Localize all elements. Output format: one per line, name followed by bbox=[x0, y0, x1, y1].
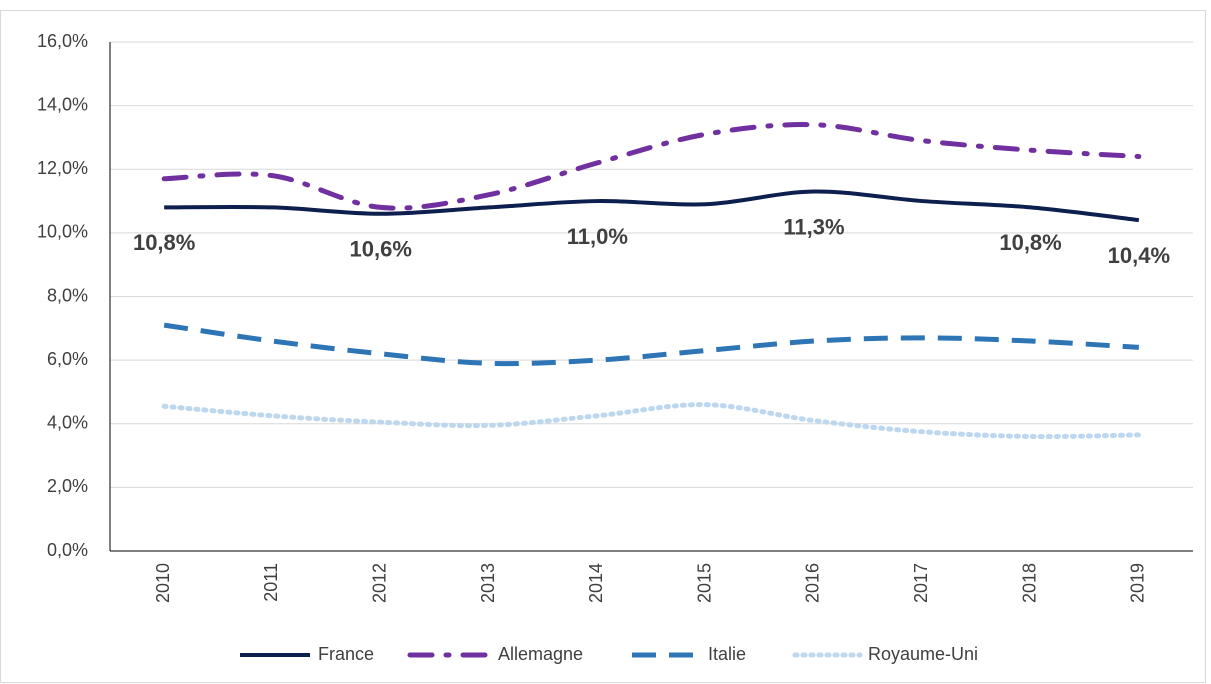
legend-label: Allemagne bbox=[498, 644, 583, 664]
data-label: 10,6% bbox=[350, 237, 412, 262]
x-tick-label: 2011 bbox=[261, 563, 281, 602]
x-tick-label: 2016 bbox=[803, 563, 823, 603]
x-tick-label: 2019 bbox=[1128, 563, 1148, 603]
y-tick-label: 10,0% bbox=[37, 222, 88, 242]
series-line bbox=[161, 402, 1142, 440]
x-tick-label: 2012 bbox=[370, 563, 390, 603]
x-tick-label: 2018 bbox=[1019, 563, 1039, 603]
y-tick-label: 8,0% bbox=[47, 285, 88, 305]
y-tick-label: 12,0% bbox=[37, 158, 88, 178]
data-label: 11,0% bbox=[567, 224, 628, 249]
data-label: 10,4% bbox=[1108, 243, 1170, 268]
series-line bbox=[164, 189, 1140, 223]
y-tick-label: 2,0% bbox=[47, 476, 88, 496]
y-tick-label: 0,0% bbox=[47, 540, 88, 560]
legend-label: Royaume-Uni bbox=[868, 644, 978, 664]
x-tick-label: 2017 bbox=[911, 563, 931, 603]
x-tick-label: 2010 bbox=[153, 563, 173, 603]
legend-label: France bbox=[318, 644, 374, 664]
x-tick-label: 2013 bbox=[478, 563, 498, 603]
y-tick-label: 4,0% bbox=[47, 413, 88, 433]
x-tick-label: 2014 bbox=[586, 563, 606, 603]
series-line bbox=[161, 122, 1142, 211]
y-tick-label: 16,0% bbox=[37, 31, 88, 51]
series-line bbox=[163, 322, 1139, 367]
data-label: 11,3% bbox=[783, 214, 844, 239]
data-label: 10,8% bbox=[133, 230, 195, 255]
chart-frame bbox=[0, 10, 1206, 683]
data-label: 10,8% bbox=[999, 230, 1061, 255]
x-tick-label: 2015 bbox=[694, 563, 714, 603]
y-tick-label: 14,0% bbox=[37, 94, 88, 114]
legend-label: Italie bbox=[708, 644, 746, 664]
y-tick-label: 6,0% bbox=[47, 349, 88, 369]
